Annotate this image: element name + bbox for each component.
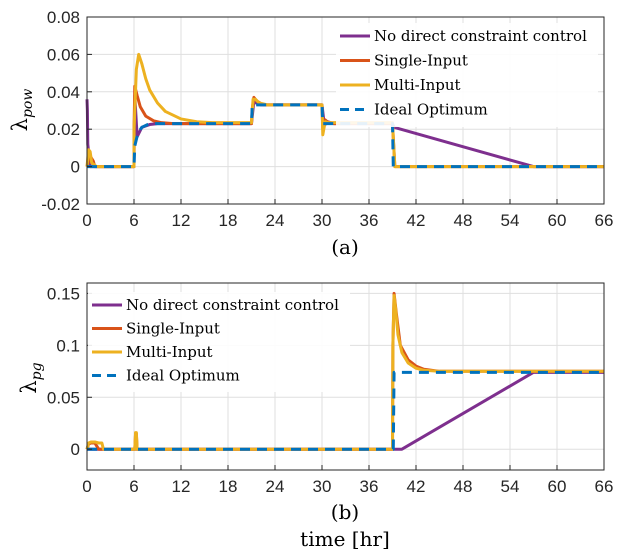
panel-a-y-label-subscript: pow (20, 89, 36, 118)
x-tick-label: 24 (266, 211, 285, 230)
y-tick-label: 0.05 (47, 388, 80, 407)
x-tick-label: 60 (548, 211, 567, 230)
x-tick-label: 54 (501, 211, 520, 230)
x-tick-label: 30 (313, 211, 332, 230)
y-tick-label: 0 (71, 440, 80, 459)
legend-label: Multi-Input (374, 76, 461, 94)
panel-b-subtitle: (b) (331, 500, 359, 524)
x-tick-label: 6 (129, 211, 138, 230)
panel-b-y-label: λpg (17, 362, 45, 393)
legend-box (336, 23, 598, 127)
panel-b-series (85, 291, 604, 451)
x-tick-label: 24 (266, 477, 285, 496)
series-line-ideal-optimum (87, 370, 604, 451)
panel-b-y-ticks: 0 0.05 0.1 0.15 (47, 284, 92, 459)
panel-a: 0 6 12 18 24 30 36 42 48 54 60 66 -0.0200.020.040.0… (8, 8, 613, 259)
legend-label: Single-Input (374, 52, 468, 70)
x-tick-label: 42 (407, 211, 426, 230)
x-tick-label: 18 (219, 211, 238, 230)
x-tick-label: 18 (219, 477, 238, 496)
panel-a-y-label: λpow (8, 89, 36, 132)
x-tick-label: 48 (454, 211, 473, 230)
x-tick-label: 60 (548, 477, 567, 496)
panel-b-y-label-symbol: λ (17, 380, 41, 393)
panel-b: 0 6 12 18 24 30 36 42 48 54 60 66 0 0.05 0.1 0.15 No d… (17, 282, 613, 551)
panel-a-axes-frame (86, 16, 605, 205)
x-tick-label: 6 (129, 477, 138, 496)
panel-b-axes-frame (86, 282, 605, 471)
x-tick-label: 66 (595, 477, 614, 496)
panel-a-legend: No direct constraint control Single-Input… (336, 23, 598, 127)
panel-a-x-ticks: 0 6 12 18 24 30 36 42 48 54 60 66 (82, 199, 613, 230)
panel-b-y-label-subscript: pg (29, 362, 45, 380)
x-tick-label: 36 (360, 211, 379, 230)
panel-a-subtitle: (a) (331, 235, 359, 259)
panel-b-legend: No direct constraint control Single-Input… (88, 292, 350, 392)
x-tick-label: 66 (595, 211, 614, 230)
x-tick-label: 42 (407, 477, 426, 496)
legend-label: Single-Input (126, 320, 220, 338)
y-tick-label: 0.04 (47, 83, 80, 102)
x-tick-label: 12 (172, 211, 191, 230)
panel-b-x-label: time [hr] (300, 527, 390, 551)
panel-a-y-ticks: -0.02 0 0.02 0.04 0.06 0.08 (41, 8, 92, 214)
panel-a-y-label-symbol: λ (8, 118, 32, 131)
y-tick-label: 0.06 (47, 45, 80, 64)
y-tick-label: 0.08 (47, 8, 80, 27)
legend-label: No direct constraint control (126, 296, 339, 314)
legend-label: No direct constraint control (374, 27, 587, 45)
x-tick-label: 36 (360, 477, 379, 496)
legend-box (88, 292, 350, 392)
legend-label: Multi-Input (126, 343, 213, 361)
x-tick-label: 0 (82, 477, 91, 496)
y-tick-label: -0.02 (41, 195, 80, 214)
y-tick-label: 0.02 (47, 120, 80, 139)
legend-label: Ideal Optimum (126, 367, 240, 385)
x-tick-label: 48 (454, 477, 473, 496)
y-tick-label: 0.15 (47, 284, 80, 303)
y-tick-label: 0.1 (56, 336, 80, 355)
x-tick-label: 0 (82, 211, 91, 230)
panel-b-x-ticks: 0 6 12 18 24 30 36 42 48 54 60 66 (82, 465, 613, 496)
x-tick-label: 12 (172, 477, 191, 496)
x-tick-label: 30 (313, 477, 332, 496)
legend-label: Ideal Optimum (374, 101, 488, 119)
y-tick-label: 0 (71, 158, 80, 177)
x-tick-label: 54 (501, 477, 520, 496)
